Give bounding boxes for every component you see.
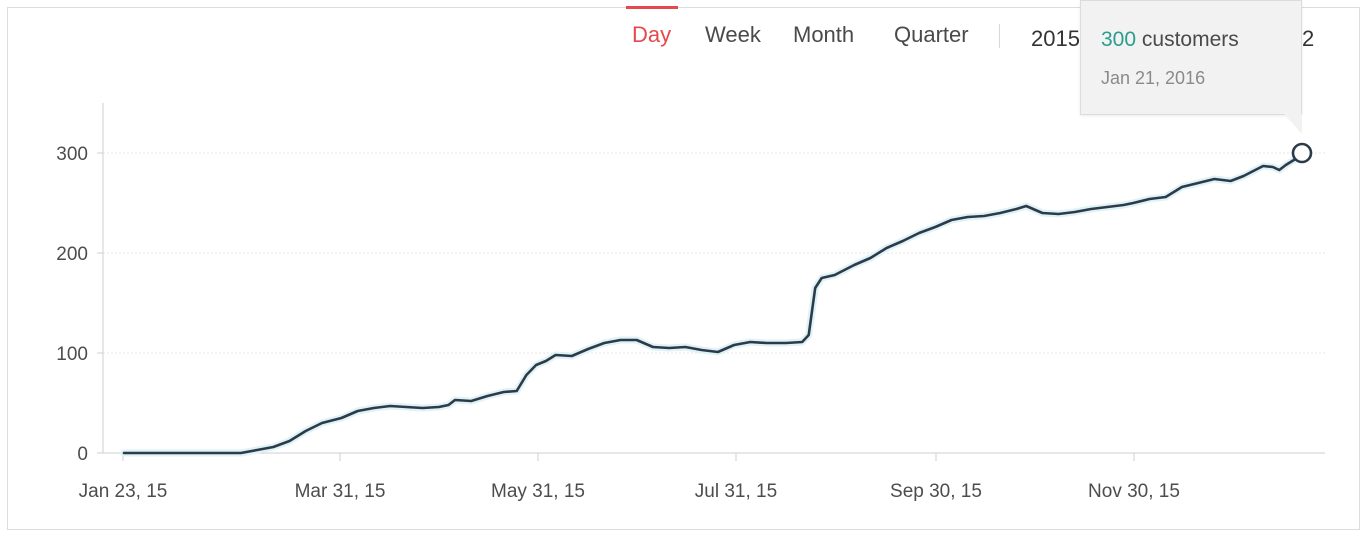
series-line [122,151,1304,455]
tab-month[interactable]: Month [793,22,855,47]
x-tick-label: Jul 31, 15 [695,481,777,502]
range-end[interactable]: 2 [1302,26,1315,51]
x-tick-label: Mar 31, 15 [295,481,386,502]
tab-quarter[interactable]: Quarter [894,22,969,47]
tooltip: 300 customers Jan 21, 2016 [1080,0,1302,134]
tooltip-unit: customers [1141,28,1239,51]
tab-day[interactable]: Day [632,22,672,47]
x-tick-label: May 31, 15 [491,481,585,502]
y-tick-label: 100 [56,344,88,365]
tooltip-value: 300 [1101,28,1137,51]
y-tick-label: 200 [56,244,88,265]
range-start[interactable]: 2015 [1031,26,1080,51]
tooltip-text: 300 customers [1101,28,1239,52]
x-tick-label: Nov 30, 15 [1088,481,1180,502]
series-line-glow [120,149,1306,457]
active-tab-indicator [626,6,678,9]
tooltip-date: Jan 21, 2016 [1101,68,1206,88]
y-tick-label: 300 [56,144,88,165]
y-tick-label: 0 [77,444,88,465]
x-tick-label: Sep 30, 15 [890,481,982,502]
hover-point-marker [1291,142,1313,164]
tab-week[interactable]: Week [705,22,761,47]
x-tick-label: Jan 23, 15 [79,481,168,502]
tab-separator [999,24,1000,48]
